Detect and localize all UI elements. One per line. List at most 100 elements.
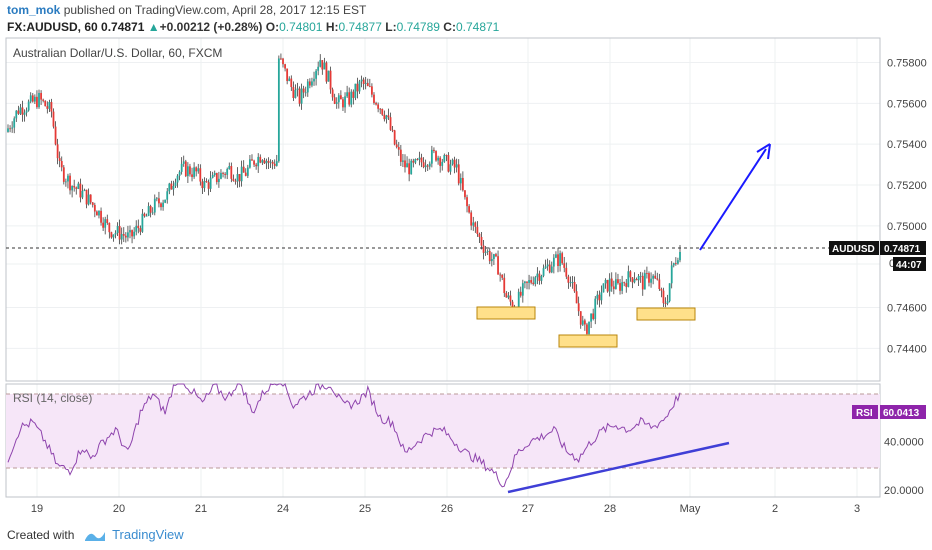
candle-body: [207, 182, 210, 189]
candle-body: [435, 151, 437, 161]
candle-body: [329, 70, 332, 90]
candle-body: [170, 183, 173, 190]
candle-body: [354, 83, 357, 98]
candle-body: [81, 190, 84, 198]
support-box-2[interactable]: [558, 334, 618, 348]
candle-body: [610, 278, 613, 287]
candle-body: [213, 173, 216, 175]
candle-body: [275, 161, 278, 166]
candle-body: [153, 198, 156, 213]
candle-body: [598, 294, 601, 301]
candle-body: [265, 160, 268, 164]
candle-body: [441, 161, 444, 166]
candle-body: [98, 210, 100, 216]
candle-body: [108, 222, 111, 233]
candle-body: [348, 92, 351, 105]
candle-body: [679, 251, 681, 261]
candle-body: [422, 162, 425, 168]
candle-body: [476, 226, 479, 234]
last-price: 0.74871: [101, 20, 145, 34]
candle-body: [191, 174, 193, 177]
price-pane-title: Australian Dollar/U.S. Dollar, 60, FXCM: [13, 46, 222, 60]
open-value: 0.74801: [279, 20, 323, 34]
candle-body: [433, 149, 435, 152]
price-badge: [880, 241, 926, 255]
price-axis-extra-tick: 0: [889, 258, 895, 270]
candle-body: [428, 163, 431, 167]
candle-body: [350, 91, 353, 105]
candle-body: [31, 95, 34, 102]
candle-body: [158, 198, 160, 204]
price-tick-label: 0.75400: [887, 139, 927, 151]
candle-body: [137, 225, 140, 229]
candle-body: [62, 167, 65, 182]
candle-body: [412, 160, 415, 163]
candle-body: [418, 157, 421, 160]
candle-body: [176, 175, 179, 183]
candle-body: [253, 160, 255, 165]
price-tick-label: 0.74400: [887, 343, 927, 355]
rsi-trendline[interactable]: [507, 441, 730, 494]
candle-body: [583, 320, 586, 325]
candle-body: [352, 91, 355, 98]
candle-body: [579, 311, 582, 325]
candle-body: [60, 161, 63, 168]
price-tick-label: 0.75000: [887, 221, 927, 233]
candle-body: [674, 263, 677, 264]
candle-body: [42, 99, 45, 101]
candle-body: [480, 236, 483, 246]
candle-body: [178, 171, 181, 176]
candle-body: [592, 313, 595, 319]
rsi-badge-value: 60.0413: [883, 408, 920, 419]
candle-body: [623, 282, 626, 284]
candle-body: [75, 187, 78, 189]
candle-body: [104, 219, 107, 228]
candle-body: [199, 168, 202, 182]
candle-body: [586, 324, 588, 334]
candle-body: [590, 313, 592, 322]
candle-body: [416, 159, 419, 160]
candle-body: [331, 89, 334, 98]
support-box-1[interactable]: [476, 306, 536, 320]
candle-body: [360, 79, 363, 82]
candle-body: [368, 85, 371, 87]
candle-body: [548, 264, 551, 273]
candle-body: [280, 58, 282, 60]
candle-body: [410, 160, 413, 175]
support-box-3[interactable]: [636, 307, 696, 321]
candle-body: [166, 191, 169, 200]
candle-body: [131, 230, 133, 237]
symbol-badge: [829, 241, 879, 255]
candle-body: [447, 155, 450, 172]
candle-body: [650, 278, 652, 283]
rsi-line: [7, 383, 681, 488]
candle-body: [267, 160, 270, 163]
candle-body: [385, 115, 388, 120]
candles-group: [7, 53, 681, 337]
candle-body: [526, 281, 528, 283]
candle-body: [575, 291, 578, 304]
candle-body: [21, 107, 24, 115]
candle-body: [73, 185, 76, 188]
candle-body: [238, 174, 241, 182]
candle-body: [168, 183, 171, 192]
candle-body: [555, 254, 557, 258]
candle-body: [308, 81, 311, 86]
candle-body: [44, 100, 47, 107]
candle-body: [306, 81, 309, 93]
candle-body: [536, 273, 539, 278]
candle-body: [110, 232, 113, 238]
tradingview-link[interactable]: TradingView: [112, 527, 184, 542]
candle-body: [511, 301, 514, 310]
candle-body: [56, 144, 59, 159]
candle-body: [635, 279, 638, 281]
candle-body: [79, 183, 82, 198]
author-link[interactable]: tom_mok: [7, 3, 61, 17]
candle-body: [519, 291, 522, 296]
candle-body: [141, 213, 144, 232]
projection-arrow[interactable]: [699, 148, 767, 251]
candle-body: [627, 271, 630, 287]
candle-body: [54, 126, 57, 145]
candle-body: [666, 301, 669, 304]
